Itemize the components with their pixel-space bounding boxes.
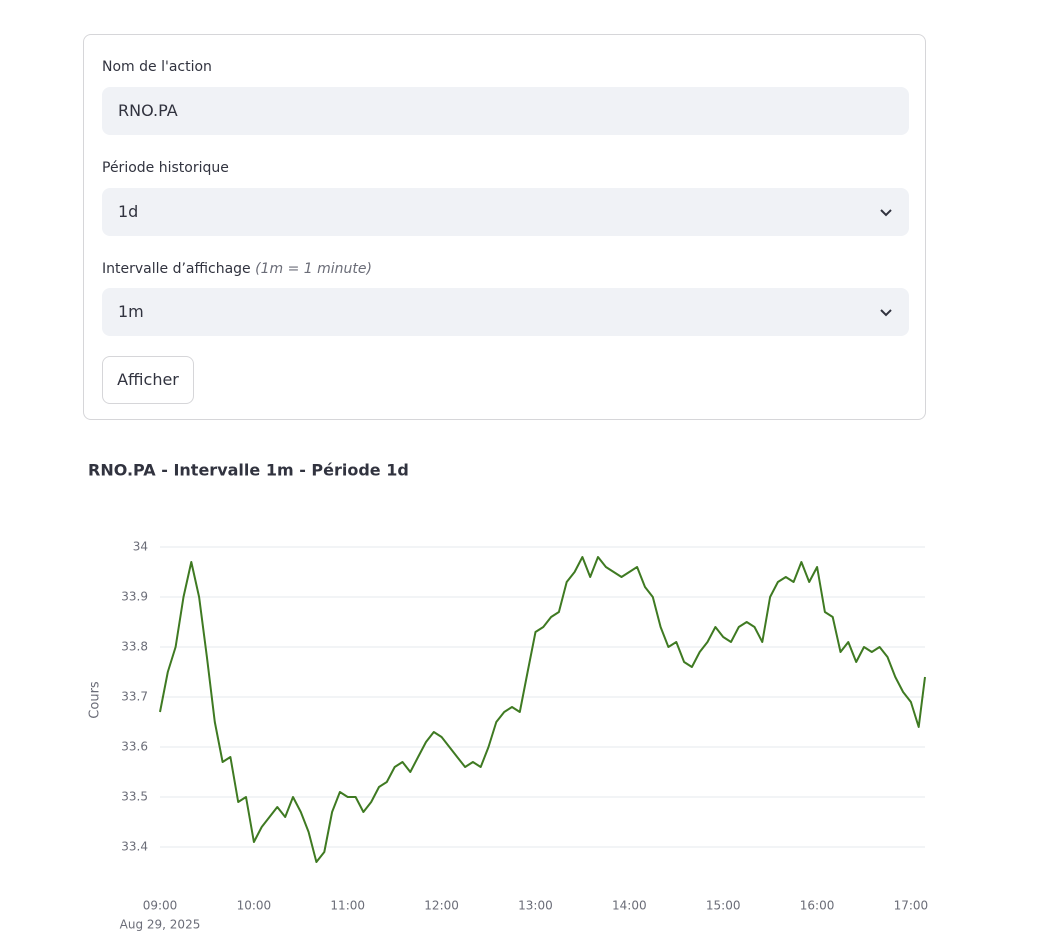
y-axis-label: Cours xyxy=(88,681,103,719)
label-hint: (1m = 1 minute) xyxy=(255,261,372,277)
submit-button[interactable]: Afficher xyxy=(102,356,194,404)
x-tick-label: 13:00 xyxy=(518,899,553,913)
y-tick-label: 33.4 xyxy=(121,840,148,854)
x-tick-label: 12:00 xyxy=(424,899,459,913)
field-label: Période historique xyxy=(102,160,229,176)
x-tick-label: 11:00 xyxy=(330,899,365,913)
select-value: 1d xyxy=(118,202,139,221)
chart-title: RNO.PA - Intervalle 1m - Période 1d xyxy=(88,461,409,480)
price-line xyxy=(159,556,926,863)
y-tick-label: 34 xyxy=(133,540,148,554)
x-tick-label: 10:00 xyxy=(237,899,272,913)
x-tick-label: 09:00 xyxy=(143,899,178,913)
chart: RNO.PA - Intervalle 1m - Période 1d Cour… xyxy=(88,461,929,932)
field-label: Intervalle d’affichage (1m = 1 minute) xyxy=(102,261,372,277)
y-tick-label: 33.9 xyxy=(121,590,148,604)
label-text: Intervalle d’affichage xyxy=(102,261,251,277)
form: Nom de l'action RNO.PA Période historiqu… xyxy=(83,34,926,420)
field-label: Nom de l'action xyxy=(102,59,212,75)
y-tick-label: 33.8 xyxy=(121,640,148,654)
select-value: 1m xyxy=(118,302,144,321)
chevron-icon xyxy=(880,309,892,317)
text-input[interactable]: RNO.PA xyxy=(102,87,909,135)
input-value: RNO.PA xyxy=(118,101,178,120)
select[interactable]: 1d xyxy=(102,188,909,236)
x-tick-label: 15:00 xyxy=(706,899,741,913)
y-tick-label: 33.6 xyxy=(121,740,148,754)
x-tick-label: 17:00 xyxy=(894,899,929,913)
x-tick-label: 14:00 xyxy=(612,899,647,913)
y-tick-label: 33.7 xyxy=(121,690,148,704)
x-date-label: Aug 29, 2025 xyxy=(120,918,201,932)
chevron-icon xyxy=(880,209,892,217)
x-tick-label: 16:00 xyxy=(800,899,835,913)
y-tick-label: 33.5 xyxy=(121,790,148,804)
select[interactable]: 1m xyxy=(102,288,909,336)
